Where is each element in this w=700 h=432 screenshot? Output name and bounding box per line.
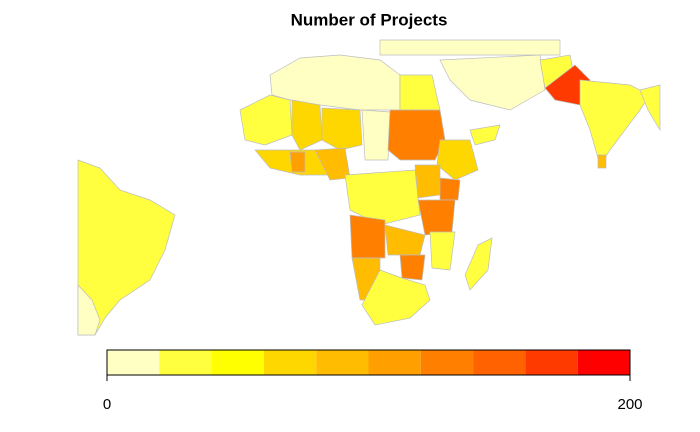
colorbar-bin <box>159 350 212 375</box>
map <box>77 39 661 336</box>
colorbar-bin <box>577 350 630 375</box>
colorbar-bin <box>107 350 160 375</box>
colorbar-bin <box>263 350 317 375</box>
colorbar-bin <box>420 350 474 375</box>
colorbar-frame <box>106 349 631 376</box>
colorbar-bin <box>473 350 526 375</box>
colorbar-bin <box>368 350 421 375</box>
colorbar-bin <box>211 350 264 375</box>
chart-title: Number of Projects <box>291 10 448 29</box>
colorbar-bin <box>316 350 369 375</box>
tick-label: 200 <box>617 396 642 413</box>
colorbar-bin <box>525 350 578 375</box>
tick-label: 0 <box>103 396 111 413</box>
